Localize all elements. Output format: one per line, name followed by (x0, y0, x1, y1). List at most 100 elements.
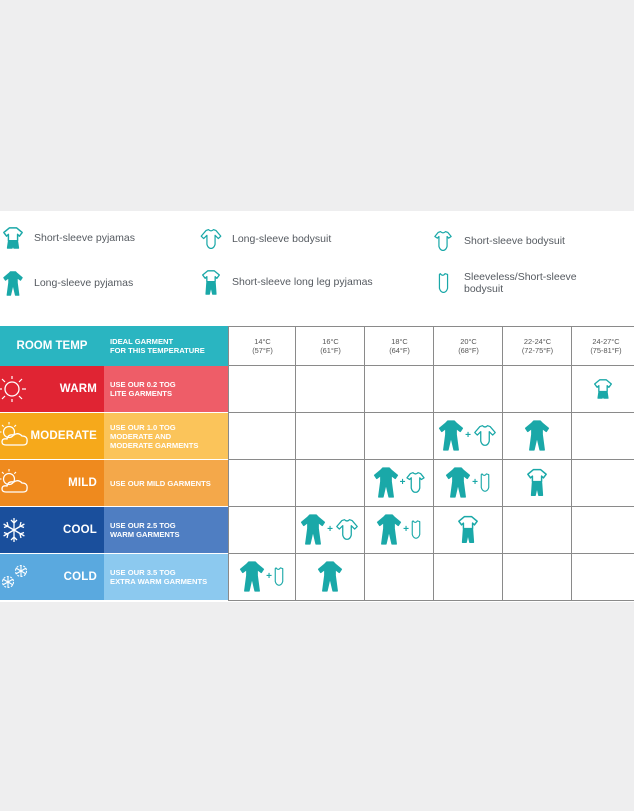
short-sleeve-bodysuit-icon (406, 472, 426, 493)
advice-cell: USE OUR 3.5 TOG EXTRA WARM GARMENTS (104, 554, 228, 600)
legend-label: Sleeveless/Short-sleeve bodysuit (464, 271, 577, 295)
condition-row-mild: MILD USE OUR MILD GARMENTS (0, 460, 228, 506)
legend-item: Short-sleeve long leg pyjamas (198, 269, 373, 295)
legend-icon (198, 226, 224, 252)
legend-icon (430, 270, 456, 296)
garment-cell (572, 366, 634, 411)
advice-text: USE OUR MILD GARMENTS (110, 478, 211, 488)
ideal-garment-label: IDEAL GARMENT FOR THIS TEMPERATURE (110, 337, 205, 355)
grid-line (228, 459, 634, 460)
grid-line (295, 326, 296, 601)
temp-celsius: 16°C (322, 337, 339, 346)
garment-cell (434, 507, 502, 552)
advice-cell: USE OUR 2.5 TOG WARM GARMENTS (104, 507, 228, 553)
short-sleeve-long-leg-pyjamas-icon (458, 515, 478, 543)
legend-item: Short-sleeve pyjamas (0, 225, 135, 251)
sun-cloud-icon (0, 469, 28, 493)
short-sleeve-pyjamas-icon (594, 378, 612, 399)
legend-label: Short-sleeve long leg pyjamas (232, 276, 373, 288)
condition-label: MODERATE (30, 430, 97, 442)
long-sleeve-pyjamas-icon (446, 467, 471, 498)
long-sleeve-pyjamas-icon (317, 561, 343, 592)
grid-line (433, 326, 434, 601)
condition-row-warm: WARM USE OUR 0.2 TOG LITE GARMENTS (0, 366, 228, 412)
legend-icon (0, 270, 26, 296)
condition-row-cold: COLD USE OUR 3.5 TOG EXTRA WARM GARMENTS (0, 554, 228, 600)
grid-line (228, 412, 634, 413)
temp-celsius: 14°C (254, 337, 271, 346)
header-row: ROOM TEMP IDEAL GARMENT FOR THIS TEMPERA… (0, 326, 228, 366)
temperature-header: 16°C (61°F) (296, 326, 365, 366)
advice-cell: USE OUR 1.0 TOG MODERATE AND MODERATE GA… (104, 413, 228, 459)
condition-row-cool: COOL USE OUR 2.5 TOG WARM GARMENTS (0, 507, 228, 553)
garment-cell (503, 460, 571, 505)
temp-celsius: 24-27°C (592, 337, 620, 346)
legend-icon (198, 269, 224, 295)
plus-sign: + (399, 477, 406, 488)
condition-row-moderate: MODERATE USE OUR 1.0 TOG MODERATE AND MO… (0, 413, 228, 459)
garment-cell: + (365, 460, 433, 505)
plus-sign: + (327, 524, 333, 535)
sleeveless-bodysuit-icon (438, 273, 448, 293)
long-sleeve-pyjamas-icon (373, 467, 398, 498)
condition-cell: MODERATE (0, 413, 104, 459)
short-sleeve-long-leg-pyjamas-icon (527, 468, 547, 496)
grid-line (571, 326, 572, 601)
long-sleeve-pyjamas-icon (439, 420, 464, 451)
legend-item: Long-sleeve bodysuit (198, 226, 331, 252)
sun-icon (0, 376, 26, 402)
condition-label: COOL (62, 524, 97, 536)
condition-cell: MILD (0, 460, 104, 506)
plus-sign: + (266, 571, 272, 582)
ideal-garment-cell: IDEAL GARMENT FOR THIS TEMPERATURE (104, 326, 228, 366)
legend-item: Long-sleeve pyjamas (0, 270, 133, 296)
sleeveless-bodysuit-icon (480, 473, 490, 492)
plus-sign: + (403, 524, 409, 535)
long-sleeve-pyjamas-icon (524, 420, 550, 451)
advice-text: USE OUR 1.0 TOG MODERATE AND MODERATE GA… (110, 422, 199, 450)
temp-fahrenheit: (72-75°F) (521, 346, 554, 355)
garment-cell: + (434, 460, 502, 505)
grid-line (502, 326, 503, 601)
condition-cell: COLD (0, 554, 104, 600)
grid-line (228, 600, 634, 601)
temperature-header: 24-27°C (75-81°F) (572, 326, 634, 366)
plus-sign: + (465, 430, 471, 441)
garment-cell: + (434, 413, 502, 458)
temp-celsius: 18°C (391, 337, 408, 346)
long-sleeve-pyjamas-icon (240, 561, 265, 592)
sleeveless-bodysuit-icon (411, 520, 421, 539)
grid-line (228, 326, 634, 327)
legend-item: Short-sleeve bodysuit (430, 228, 565, 254)
temp-fahrenheit: (64°F) (389, 346, 410, 355)
temp-fahrenheit: (68°F) (458, 346, 479, 355)
grid-line (228, 553, 634, 554)
legend-icon (0, 225, 26, 251)
long-sleeve-pyjamas-icon (3, 270, 23, 296)
sun-cloud-icon (0, 422, 28, 446)
condition-cell: COOL (0, 507, 104, 553)
grid-line (228, 506, 634, 507)
garment-cell (503, 413, 571, 458)
long-sleeve-bodysuit-icon (474, 425, 496, 446)
temp-fahrenheit: (61°F) (320, 346, 341, 355)
garment-cell: + (365, 507, 433, 552)
short-sleeve-bodysuit-icon (434, 231, 452, 251)
sleeveless-bodysuit-icon (274, 567, 284, 586)
legend-item: Sleeveless/Short-sleeve bodysuit (430, 270, 577, 296)
legend-label: Long-sleeve bodysuit (232, 233, 332, 245)
weather-icon (0, 515, 30, 545)
long-sleeve-pyjamas-icon (301, 514, 326, 545)
temp-fahrenheit: (75-81°F) (590, 346, 622, 355)
temp-celsius: 22-24°C (523, 337, 552, 346)
temp-fahrenheit: (57°F) (252, 346, 273, 355)
weather-icon (0, 562, 30, 592)
garment-cell (296, 554, 364, 599)
garment-cell: + (229, 554, 295, 599)
condition-cell: WARM (0, 366, 104, 412)
condition-label: MILD (68, 477, 97, 489)
temp-celsius: 20°C (460, 337, 477, 346)
temperature-header: 18°C (64°F) (365, 326, 434, 366)
garment-cell: + (296, 507, 364, 552)
long-sleeve-pyjamas-icon (377, 514, 402, 545)
